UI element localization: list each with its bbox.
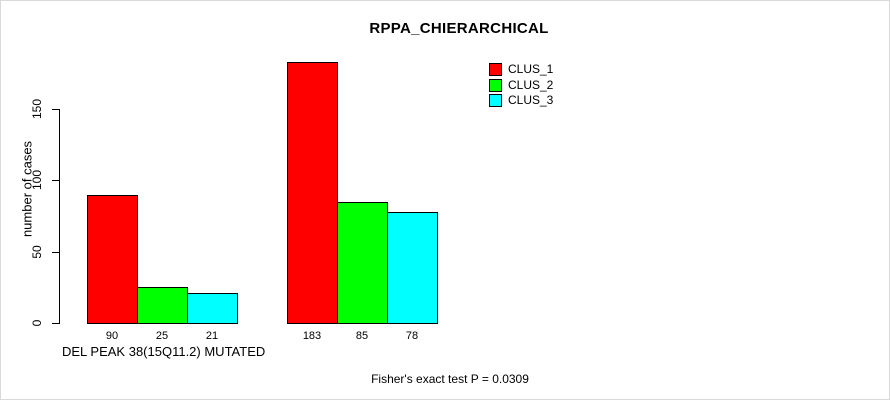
- legend-swatch-clus_2: [489, 78, 502, 92]
- bar-value-label: 78: [405, 330, 419, 342]
- bar-clus_1-group2: [287, 62, 338, 324]
- y-tick-label: 50: [30, 245, 44, 259]
- bar-value-label: 85: [355, 330, 369, 342]
- legend-label: CLUS_3: [508, 93, 554, 108]
- bar-clus_2-group1: [137, 287, 188, 324]
- bar-clus_2-group2: [337, 202, 388, 324]
- y-tick-mark: [52, 180, 59, 181]
- y-tick-label: 150: [30, 98, 44, 120]
- x-axis-category-label: DEL PEAK 38(15Q11.2) MUTATED: [62, 344, 266, 359]
- stat-annotation: Fisher's exact test P = 0.0309: [371, 372, 529, 386]
- bar-clus_1-group1: [87, 195, 138, 324]
- y-tick-label: 0: [30, 319, 44, 327]
- legend-item-clus_3: CLUS_3: [489, 94, 553, 108]
- y-tick-label: 100: [30, 169, 44, 191]
- legend-item-clus_2: CLUS_2: [489, 77, 554, 93]
- y-tick-mark: [52, 323, 59, 324]
- legend: CLUS_1 CLUS_2 CLUS_3: [489, 63, 553, 108]
- legend-item-clus_1: CLUS_1: [489, 63, 553, 77]
- legend-swatch-clus_3: [489, 94, 502, 108]
- legend-label: CLUS_2: [508, 77, 554, 92]
- bar-value-label: 21: [205, 330, 219, 342]
- bar-value-label: 183: [302, 330, 322, 342]
- bar-value-label: 25: [155, 330, 169, 342]
- bar-clus_3-group2: [387, 212, 438, 324]
- chart-title: RPPA_CHIERARCHICAL: [369, 20, 549, 37]
- y-tick-mark: [52, 109, 59, 110]
- y-axis-line: [59, 109, 60, 324]
- legend-label: CLUS_1: [508, 62, 554, 77]
- y-tick-mark: [52, 252, 59, 253]
- bar-clus_3-group1: [187, 293, 238, 324]
- legend-swatch-clus_1: [489, 63, 502, 77]
- bar-value-label: 90: [105, 330, 119, 342]
